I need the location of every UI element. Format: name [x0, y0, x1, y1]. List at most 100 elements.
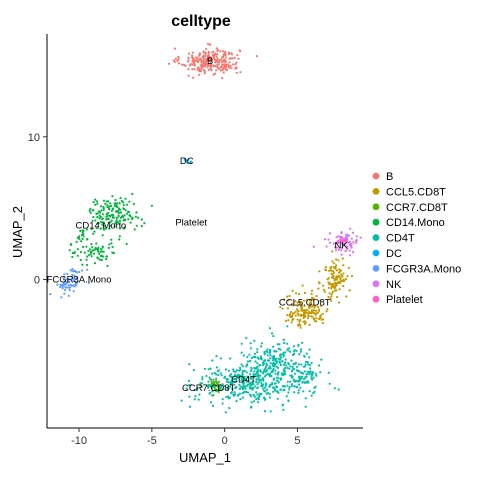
point-b [174, 57, 178, 60]
point-cd4t [320, 358, 323, 361]
point-cd4t [304, 405, 307, 408]
point-cd4t [286, 366, 289, 369]
point-cd4t [255, 391, 258, 394]
point-cd14-mono [68, 249, 71, 252]
point-cd4t [265, 388, 269, 391]
point-ccl5-cd8t [310, 292, 313, 295]
point-ccl5-cd8t [329, 299, 333, 302]
point-cd4t [244, 378, 247, 381]
point-b [192, 57, 195, 61]
point-cd4t [249, 347, 252, 350]
point-cd4t [281, 404, 284, 407]
point-cd4t [291, 365, 294, 368]
point-cd4t [267, 391, 270, 394]
point-cd14-mono [118, 219, 122, 222]
point-b [188, 52, 191, 55]
point-b [220, 65, 223, 69]
point-cd14-mono [98, 252, 101, 255]
point-ccl5-cd8t [315, 312, 318, 315]
legend-key-ccr7-cd8t [372, 203, 380, 211]
point-cd4t [206, 385, 209, 388]
point-b [216, 66, 220, 69]
point-nk [351, 231, 355, 234]
point-ccl5-cd8t [281, 307, 284, 310]
point-cd14-mono [111, 245, 114, 249]
point-cd4t [256, 356, 259, 359]
point-b [204, 51, 207, 54]
point-cd14-mono [119, 196, 122, 200]
point-cd4t [253, 395, 256, 398]
point-cd4t [253, 339, 256, 342]
point-cd4t [224, 368, 228, 371]
point-cd14-mono [102, 225, 105, 228]
point-ccl5-cd8t [332, 271, 335, 275]
point-cd4t [276, 376, 279, 379]
point-cd4t [224, 375, 227, 378]
point-b [219, 58, 222, 62]
point-cd4t [271, 355, 274, 358]
point-ccl5-cd8t [335, 277, 339, 280]
point-cd4t [230, 375, 234, 379]
point-cd14-mono [124, 209, 127, 212]
point-cd14-mono [117, 214, 120, 217]
point-cd4t [229, 357, 232, 360]
point-cd4t [253, 366, 256, 370]
point-b [220, 61, 223, 64]
point-cd4t [254, 360, 257, 363]
point-fcgr3a-mono [59, 285, 62, 289]
point-cd14-mono [75, 240, 78, 244]
point-cd4t [290, 359, 293, 362]
point-ccr7-cd8t [215, 381, 218, 384]
point-ccl5-cd8t [327, 277, 330, 280]
point-ccr7-cd8t [214, 384, 217, 387]
point-cd14-mono [98, 217, 101, 220]
point-cd4t [188, 363, 191, 366]
point-ccl5-cd8t [313, 318, 316, 321]
point-b [177, 62, 181, 65]
point-b [192, 76, 195, 79]
point-cd14-mono [115, 210, 118, 213]
point-cd14-mono [105, 213, 108, 216]
point-cd14-mono [97, 250, 100, 253]
point-cd4t [221, 402, 224, 405]
x-axis-label: UMAP_1 [179, 450, 231, 465]
point-cd4t [315, 374, 318, 377]
point-cd4t [275, 357, 278, 360]
point-b [205, 58, 208, 61]
point-cd4t [327, 371, 330, 374]
point-cd4t [207, 380, 210, 383]
point-fcgr3a-mono [73, 274, 76, 277]
point-cd14-mono [82, 233, 85, 236]
point-b [224, 60, 228, 63]
point-ccl5-cd8t [348, 289, 351, 292]
point-b [176, 59, 179, 63]
point-cd4t [285, 364, 288, 367]
point-ccr7-cd8t [210, 380, 213, 383]
point-platelet [335, 242, 338, 245]
point-cd14-mono [129, 221, 132, 224]
point-cd4t [260, 392, 263, 395]
point-b [217, 61, 220, 64]
point-cd4t [239, 366, 242, 369]
point-cd4t [250, 366, 253, 369]
point-cd4t [307, 381, 310, 384]
point-cd14-mono [101, 234, 104, 237]
point-nk [337, 239, 340, 242]
point-ccl5-cd8t [329, 297, 332, 300]
point-b [199, 57, 202, 60]
point-cd4t [308, 356, 311, 359]
point-cd4t [272, 361, 275, 364]
point-cd4t [298, 353, 301, 356]
point-cd4t [252, 372, 255, 375]
point-cd14-mono [118, 202, 121, 205]
point-b [200, 61, 203, 64]
point-cd4t [213, 385, 216, 388]
point-cd4t [217, 384, 220, 387]
point-cd4t [266, 348, 269, 351]
point-cd4t [260, 378, 263, 381]
point-b [187, 74, 190, 77]
point-ccl5-cd8t [312, 309, 315, 312]
point-cd4t [312, 376, 315, 379]
point-cd4t [304, 363, 307, 366]
point-ccl5-cd8t [330, 295, 333, 298]
